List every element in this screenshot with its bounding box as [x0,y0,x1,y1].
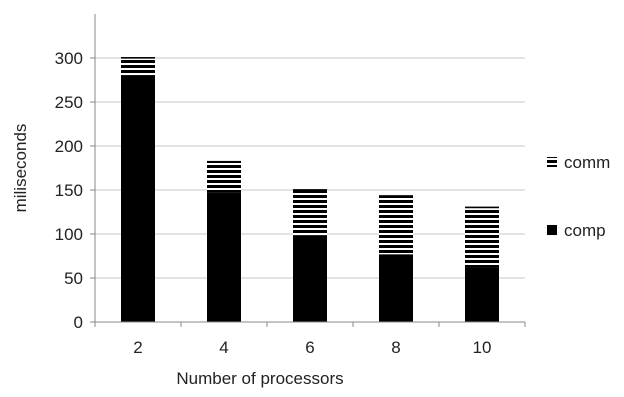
bar-comp-8 [379,254,413,322]
bar-cap-6 [293,189,327,191]
x-tick-labels: 2 4 6 8 10 [133,338,491,357]
legend-label-comp: comp [564,221,606,240]
bar-comm-8 [379,195,413,255]
bar-cap-10 [465,206,499,209]
bars [121,57,499,322]
bar-comm-2 [121,57,155,76]
y-tick-label: 0 [74,313,83,332]
y-tick-label: 150 [55,181,83,200]
y-tick-label: 100 [55,225,83,244]
y-tick-labels: 0 50 100 150 200 250 300 [55,49,83,332]
bar-cap-4 [207,160,241,163]
bar-comp-2 [121,75,155,322]
legend-label-comm: comm [564,153,610,172]
y-tick-label: 200 [55,137,83,156]
bar-comp-4 [207,192,241,322]
bar-cap-8 [379,195,413,197]
y-tick-label: 50 [64,269,83,288]
bar-comm-10 [465,206,499,268]
x-tick-label: 6 [305,338,314,357]
x-tick-label: 10 [473,338,492,357]
bar-comp-6 [293,235,327,322]
bar-cap-2 [121,57,155,59]
legend-swatch-comp [547,225,557,235]
bar-comm-4 [207,160,241,193]
bar-comp-10 [465,267,499,322]
x-tick-label: 4 [219,338,228,357]
x-axis-title: Number of processors [176,369,343,388]
legend: comm comp [547,153,610,240]
x-tick-label: 2 [133,338,142,357]
bar-comm-6 [293,189,327,236]
y-axis-title: miliseconds [11,124,30,213]
x-tick-label: 8 [391,338,400,357]
legend-swatch-comm [547,157,557,167]
y-tick-label: 300 [55,49,83,68]
axes [90,14,526,327]
y-tick-label: 250 [55,93,83,112]
